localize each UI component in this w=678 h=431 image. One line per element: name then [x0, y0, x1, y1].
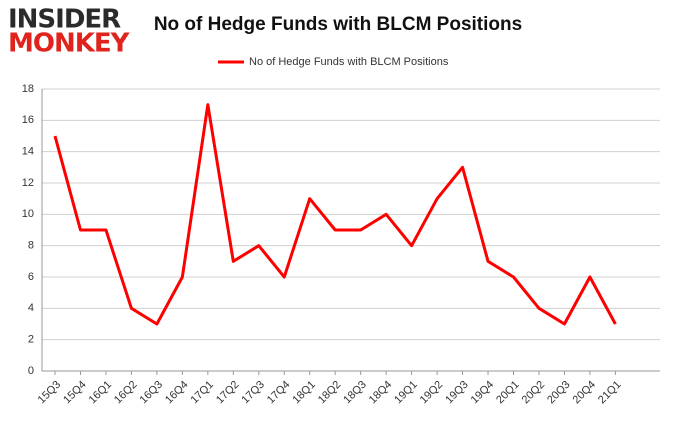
y-tick-label: 16: [22, 114, 34, 126]
x-tick-label: 15Q3: [36, 379, 64, 407]
x-tick-label: 20Q2: [520, 379, 548, 407]
x-tick-label: 15Q4: [61, 379, 89, 407]
series-line: [53, 103, 617, 326]
logo-line1: INSIDER: [8, 5, 121, 35]
chart-title: No of Hedge Funds with BLCM Positions: [154, 14, 522, 35]
x-tick-label: 18Q4: [367, 379, 395, 407]
x-tick-label: 19Q4: [469, 379, 497, 407]
y-tick-label: 2: [28, 334, 34, 346]
x-tick-label: 19Q1: [392, 379, 420, 407]
y-tick-label: 10: [22, 208, 34, 220]
x-tick-label: 16Q3: [138, 379, 166, 407]
x-tick-label: 18Q3: [341, 379, 369, 407]
x-tick-label: 16Q2: [112, 379, 140, 407]
x-tick-label: 18Q1: [290, 379, 318, 407]
logo-line2: MONKEY: [8, 29, 131, 59]
x-tick-label: 20Q4: [571, 379, 599, 407]
y-tick-label: 0: [28, 365, 34, 377]
x-tick-label: 19Q3: [443, 379, 471, 407]
x-tick-label: 20Q1: [494, 379, 522, 407]
y-tick-label: 4: [28, 302, 34, 314]
x-tick-label: 21Q1: [596, 379, 624, 407]
y-tick-label: 6: [28, 271, 34, 283]
x-tick-label: 20Q3: [545, 379, 573, 407]
y-tick-label: 8: [28, 240, 34, 252]
y-tick-label: 18: [22, 83, 34, 95]
x-tick-label: 16Q4: [163, 379, 191, 407]
legend-label: No of Hedge Funds with BLCM Positions: [249, 56, 449, 68]
x-tick-label: 17Q2: [214, 379, 242, 407]
x-tick-label: 17Q1: [188, 379, 216, 407]
x-tick-label: 18Q2: [316, 379, 344, 407]
x-tick-label: 16Q1: [87, 379, 115, 407]
x-tick-label: 17Q4: [265, 379, 293, 407]
x-tick-label: 17Q3: [239, 379, 267, 407]
y-tick-label: 12: [22, 177, 34, 189]
x-tick-label: 19Q2: [418, 379, 446, 407]
y-tick-label: 14: [22, 146, 34, 158]
